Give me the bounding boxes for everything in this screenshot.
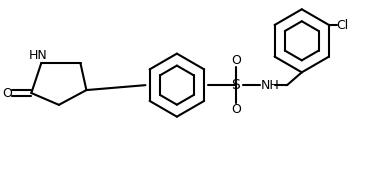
Text: O: O bbox=[2, 86, 12, 100]
Text: Cl: Cl bbox=[337, 19, 349, 32]
Text: HN: HN bbox=[29, 49, 48, 62]
Text: O: O bbox=[231, 54, 241, 67]
Text: NH: NH bbox=[261, 79, 280, 92]
Text: O: O bbox=[231, 103, 241, 116]
Text: S: S bbox=[232, 78, 240, 92]
